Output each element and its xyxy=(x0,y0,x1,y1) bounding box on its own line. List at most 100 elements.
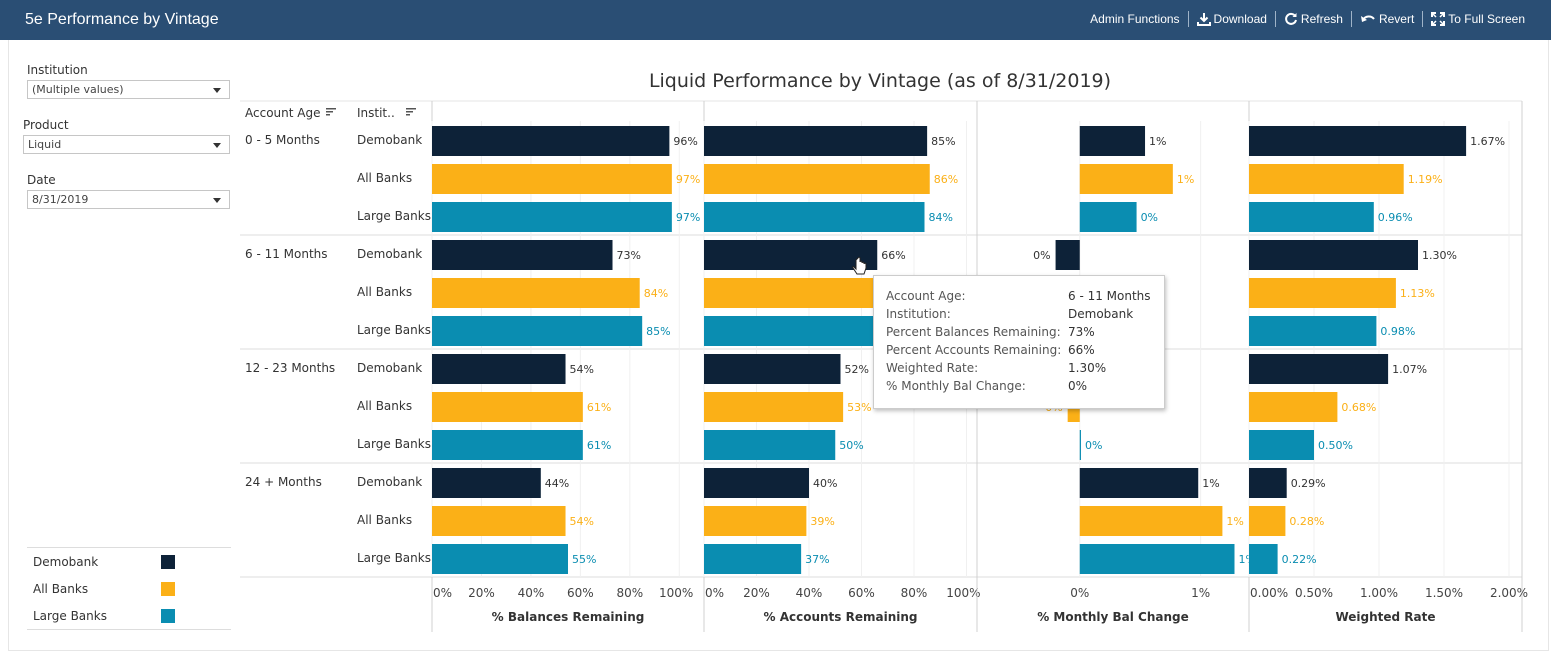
group-label: 6 - 11 Months xyxy=(245,247,328,261)
institution-label: All Banks xyxy=(357,399,412,413)
tooltip-key: Percent Accounts Remaining: xyxy=(886,343,1062,357)
tooltip-row: Weighted Rate: 1.30% xyxy=(886,361,1164,379)
legend-swatch xyxy=(161,608,175,623)
data-label: 97% xyxy=(676,211,700,224)
legend-item-demobank[interactable]: Demobank xyxy=(27,548,231,575)
data-label: 1.07% xyxy=(1392,363,1427,376)
date-select[interactable]: 8/31/2019 xyxy=(27,190,230,209)
data-label: 96% xyxy=(673,135,697,148)
tick-label: 20% xyxy=(743,586,770,600)
data-label: 0.22% xyxy=(1282,553,1317,566)
data-label: 0.28% xyxy=(1289,515,1324,528)
bar-demobank xyxy=(704,126,928,156)
color-legend: Demobank All Banks Large Banks xyxy=(27,547,231,630)
institution-label: Demobank xyxy=(357,247,422,261)
institution-label: All Banks xyxy=(357,513,412,527)
bar-all-banks xyxy=(432,164,672,194)
data-label: 0% xyxy=(1141,211,1158,224)
institution-filter: Institution (Multiple values) xyxy=(27,63,230,99)
bar-demobank xyxy=(1055,240,1080,270)
institution-label: Large Banks xyxy=(357,209,431,223)
legend-label: Demobank xyxy=(33,554,99,569)
product-select-value: Liquid xyxy=(28,138,62,151)
data-label: 0.50% xyxy=(1318,439,1353,452)
sort-icon-bar xyxy=(406,111,413,113)
data-label: 0.96% xyxy=(1378,211,1413,224)
bar-large-banks xyxy=(704,430,836,460)
tooltip-row: Institution: Demobank xyxy=(886,307,1164,325)
tick-label: 40% xyxy=(518,586,545,600)
data-label: 1.67% xyxy=(1470,135,1505,148)
admin-functions-button[interactable]: Admin Functions xyxy=(1082,11,1187,27)
bar-demobank xyxy=(1249,126,1467,156)
tick-label: 100% xyxy=(659,586,693,600)
product-select[interactable]: Liquid xyxy=(23,135,230,154)
tooltip-value: 73% xyxy=(1068,325,1095,339)
sort-icon-account-age xyxy=(326,108,336,116)
refresh-icon xyxy=(1285,12,1297,25)
bar-large-banks xyxy=(1249,316,1377,346)
tooltip-value: Demobank xyxy=(1068,307,1134,321)
tick-label: 0% xyxy=(1070,586,1089,600)
revert-button[interactable]: Revert xyxy=(1350,11,1422,27)
institution-label: Demobank xyxy=(357,361,422,375)
axis-title: % Balances Remaining xyxy=(492,610,645,624)
institution-label: All Banks xyxy=(357,171,412,185)
refresh-label: Refresh xyxy=(1300,12,1343,26)
data-label: 84% xyxy=(929,211,953,224)
bar-large-banks xyxy=(432,202,672,232)
bar-demobank xyxy=(704,468,809,498)
legend-label: Large Banks xyxy=(33,608,107,623)
tooltip-row: % Monthly Bal Change: 0% xyxy=(886,379,1164,397)
bar-large-banks xyxy=(432,544,568,574)
full-screen-button[interactable]: To Full Screen xyxy=(1422,11,1533,27)
axis-title: % Monthly Bal Change xyxy=(1037,610,1189,624)
tooltip-value: 6 - 11 Months xyxy=(1068,289,1151,303)
app-title: 5e Performance by Vintage xyxy=(25,11,219,28)
data-label: 0.68% xyxy=(1341,401,1376,414)
bar-all-banks xyxy=(1079,164,1173,194)
product-filter: Product Liquid xyxy=(23,118,230,154)
refresh-button[interactable]: Refresh xyxy=(1274,11,1351,27)
bar-all-banks xyxy=(704,392,844,422)
data-label: 1% xyxy=(1202,477,1219,490)
institution-label: Demobank xyxy=(357,475,422,489)
institution-label: Large Banks xyxy=(357,437,431,451)
tick-label: 80% xyxy=(901,586,928,600)
chevron-down-icon xyxy=(213,143,221,148)
institution-label: Demobank xyxy=(357,133,422,147)
date-filter-label: Date xyxy=(27,173,56,187)
data-label: 53% xyxy=(847,401,871,414)
bar-large-banks xyxy=(432,316,643,346)
bar-large-banks xyxy=(704,544,802,574)
institution-filter-label: Institution xyxy=(27,63,88,77)
bar-large-banks xyxy=(1249,202,1374,232)
tick-label: 0% xyxy=(705,586,724,600)
chevron-down-icon xyxy=(213,88,221,93)
data-label: 86% xyxy=(934,173,958,186)
revert-label: Revert xyxy=(1378,12,1415,26)
institution-select[interactable]: (Multiple values) xyxy=(27,80,230,99)
tick-label: 1.50% xyxy=(1425,586,1463,600)
bar-demobank xyxy=(432,468,541,498)
download-icon xyxy=(1196,13,1211,26)
legend-item-all-banks[interactable]: All Banks xyxy=(27,575,231,602)
legend-item-large-banks[interactable]: Large Banks xyxy=(27,602,231,629)
tick-label: 60% xyxy=(848,586,875,600)
data-label: 54% xyxy=(570,363,594,376)
data-label: 73% xyxy=(617,249,641,262)
tick-label: 0.00% xyxy=(1250,586,1288,600)
data-label: 1.13% xyxy=(1400,287,1435,300)
tick-label: 2.00% xyxy=(1490,586,1528,600)
group-label: 24 + Months xyxy=(245,475,322,489)
data-label: 40% xyxy=(813,477,837,490)
bar-demobank xyxy=(432,126,670,156)
data-tooltip: Account Age: 6 - 11 Months Institution: De… xyxy=(873,275,1165,409)
download-button[interactable]: Download xyxy=(1187,11,1275,27)
chart-title: Liquid Performance by Vintage (as of 8/3… xyxy=(649,70,1111,92)
bar-all-banks xyxy=(704,164,930,194)
group-label: 0 - 5 Months xyxy=(245,133,320,147)
bar-demobank xyxy=(1249,354,1389,384)
data-label: 44% xyxy=(545,477,569,490)
data-label: 39% xyxy=(810,515,834,528)
